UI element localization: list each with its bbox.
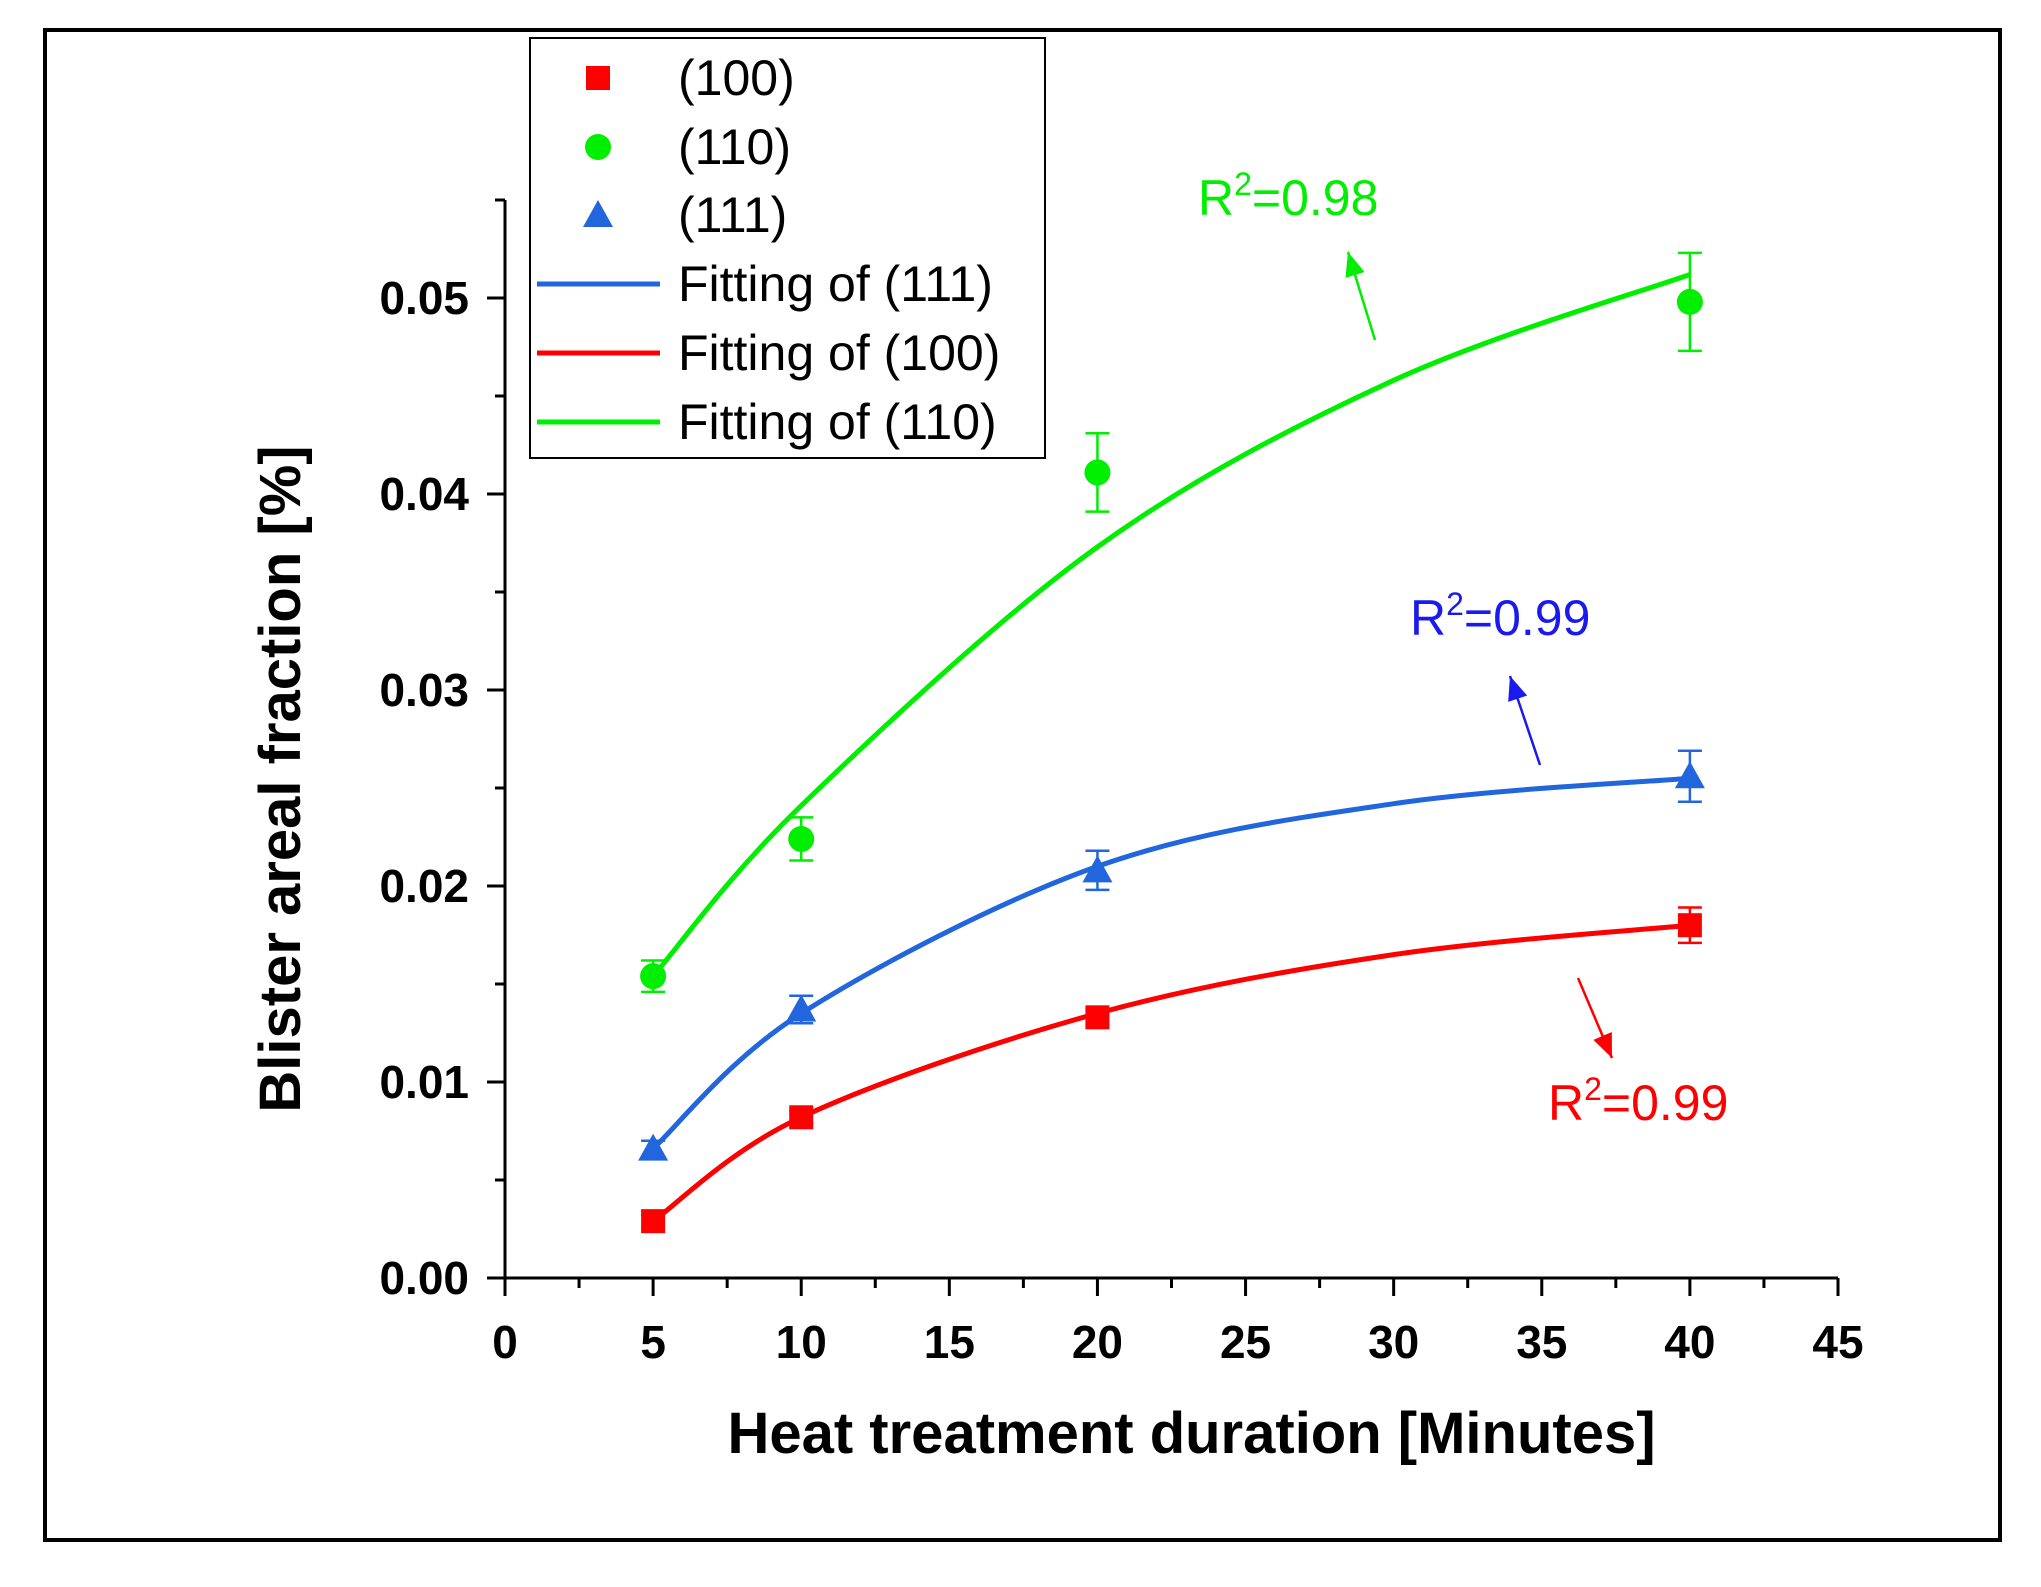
r2-arrowhead — [1593, 1032, 1612, 1058]
data-point-triangle — [786, 994, 817, 1022]
data-point-circle — [640, 963, 667, 990]
r2-superscript: 2 — [1584, 1071, 1602, 1107]
y-tick-label: 0.03 — [379, 664, 469, 716]
x-axis-title: Heat treatment duration [Minutes] — [727, 1401, 1655, 1466]
x-tick-label: 30 — [1368, 1316, 1419, 1368]
fit-line — [651, 272, 1691, 978]
r2-value: =0.98 — [1252, 170, 1379, 226]
data-point-triangle — [638, 1133, 669, 1161]
x-tick-label: 25 — [1220, 1316, 1271, 1368]
legend-symbol-square — [586, 66, 610, 90]
legend-label: Fitting of (100) — [678, 325, 1000, 381]
data-point-square — [789, 1105, 814, 1130]
axes: 0 5 10 15 20 25 30 35 40 45 0.00 0.01 0.02 0.03 0.04 0.… — [248, 198, 1864, 1466]
legend-label: (100) — [678, 50, 795, 106]
data-point-square — [641, 1209, 666, 1234]
legend-label: (110) — [678, 119, 791, 175]
r2-superscript: 2 — [1446, 586, 1464, 622]
x-tick-label: 10 — [776, 1316, 827, 1368]
r2-symbol: R — [1410, 590, 1446, 646]
fit-line — [651, 922, 1691, 1224]
r2-arrowhead — [1345, 252, 1365, 278]
data-point-triangle — [1082, 855, 1113, 883]
y-tick-label: 0.00 — [379, 1252, 469, 1304]
data-markers — [638, 288, 1705, 1234]
legend-label: Fitting of (110) — [678, 394, 997, 450]
r2-arrowhead — [1508, 676, 1528, 702]
data-point-square — [1677, 913, 1702, 938]
r2-superscript: 2 — [1234, 166, 1252, 202]
x-tick-label: 15 — [924, 1316, 975, 1368]
data-point-triangle — [1674, 761, 1705, 789]
x-tick-label: 40 — [1664, 1316, 1715, 1368]
r2-value: =0.99 — [1464, 590, 1591, 646]
x-tick-label: 35 — [1516, 1316, 1567, 1368]
x-tick-label: 45 — [1812, 1316, 1863, 1368]
data-point-circle — [1676, 288, 1703, 315]
x-tick-label: 0 — [492, 1316, 518, 1368]
r2-value: =0.99 — [1602, 1075, 1729, 1131]
y-tick-label: 0.04 — [379, 468, 469, 520]
r2-label: R2=0.99 — [1410, 586, 1590, 646]
y-tick-label: 0.05 — [379, 272, 469, 324]
r2-symbol: R — [1198, 170, 1234, 226]
data-point-square — [1085, 1005, 1110, 1030]
r2-symbol: R — [1548, 1075, 1584, 1131]
legend-label: (111) — [678, 187, 787, 243]
data-point-circle — [788, 825, 815, 852]
y-tick-label: 0.01 — [379, 1056, 469, 1108]
r2-label: R2=0.99 — [1548, 1071, 1728, 1131]
y-axis-title: Blister areal fraction [%] — [248, 445, 313, 1112]
x-tick-label: 20 — [1072, 1316, 1123, 1368]
data-point-circle — [1084, 459, 1111, 486]
legend-box — [529, 37, 1046, 459]
legend-symbol-triangle — [583, 200, 613, 227]
legend-label: Fitting of (111) — [678, 256, 993, 312]
legend: (100) (110) (111) Fitting of (111) Fitting o… — [529, 37, 1046, 459]
legend-symbol-circle — [585, 134, 611, 160]
y-tick-label: 0.02 — [379, 860, 469, 912]
x-tick-label: 5 — [640, 1316, 666, 1368]
r2-label: R2=0.98 — [1198, 166, 1378, 226]
